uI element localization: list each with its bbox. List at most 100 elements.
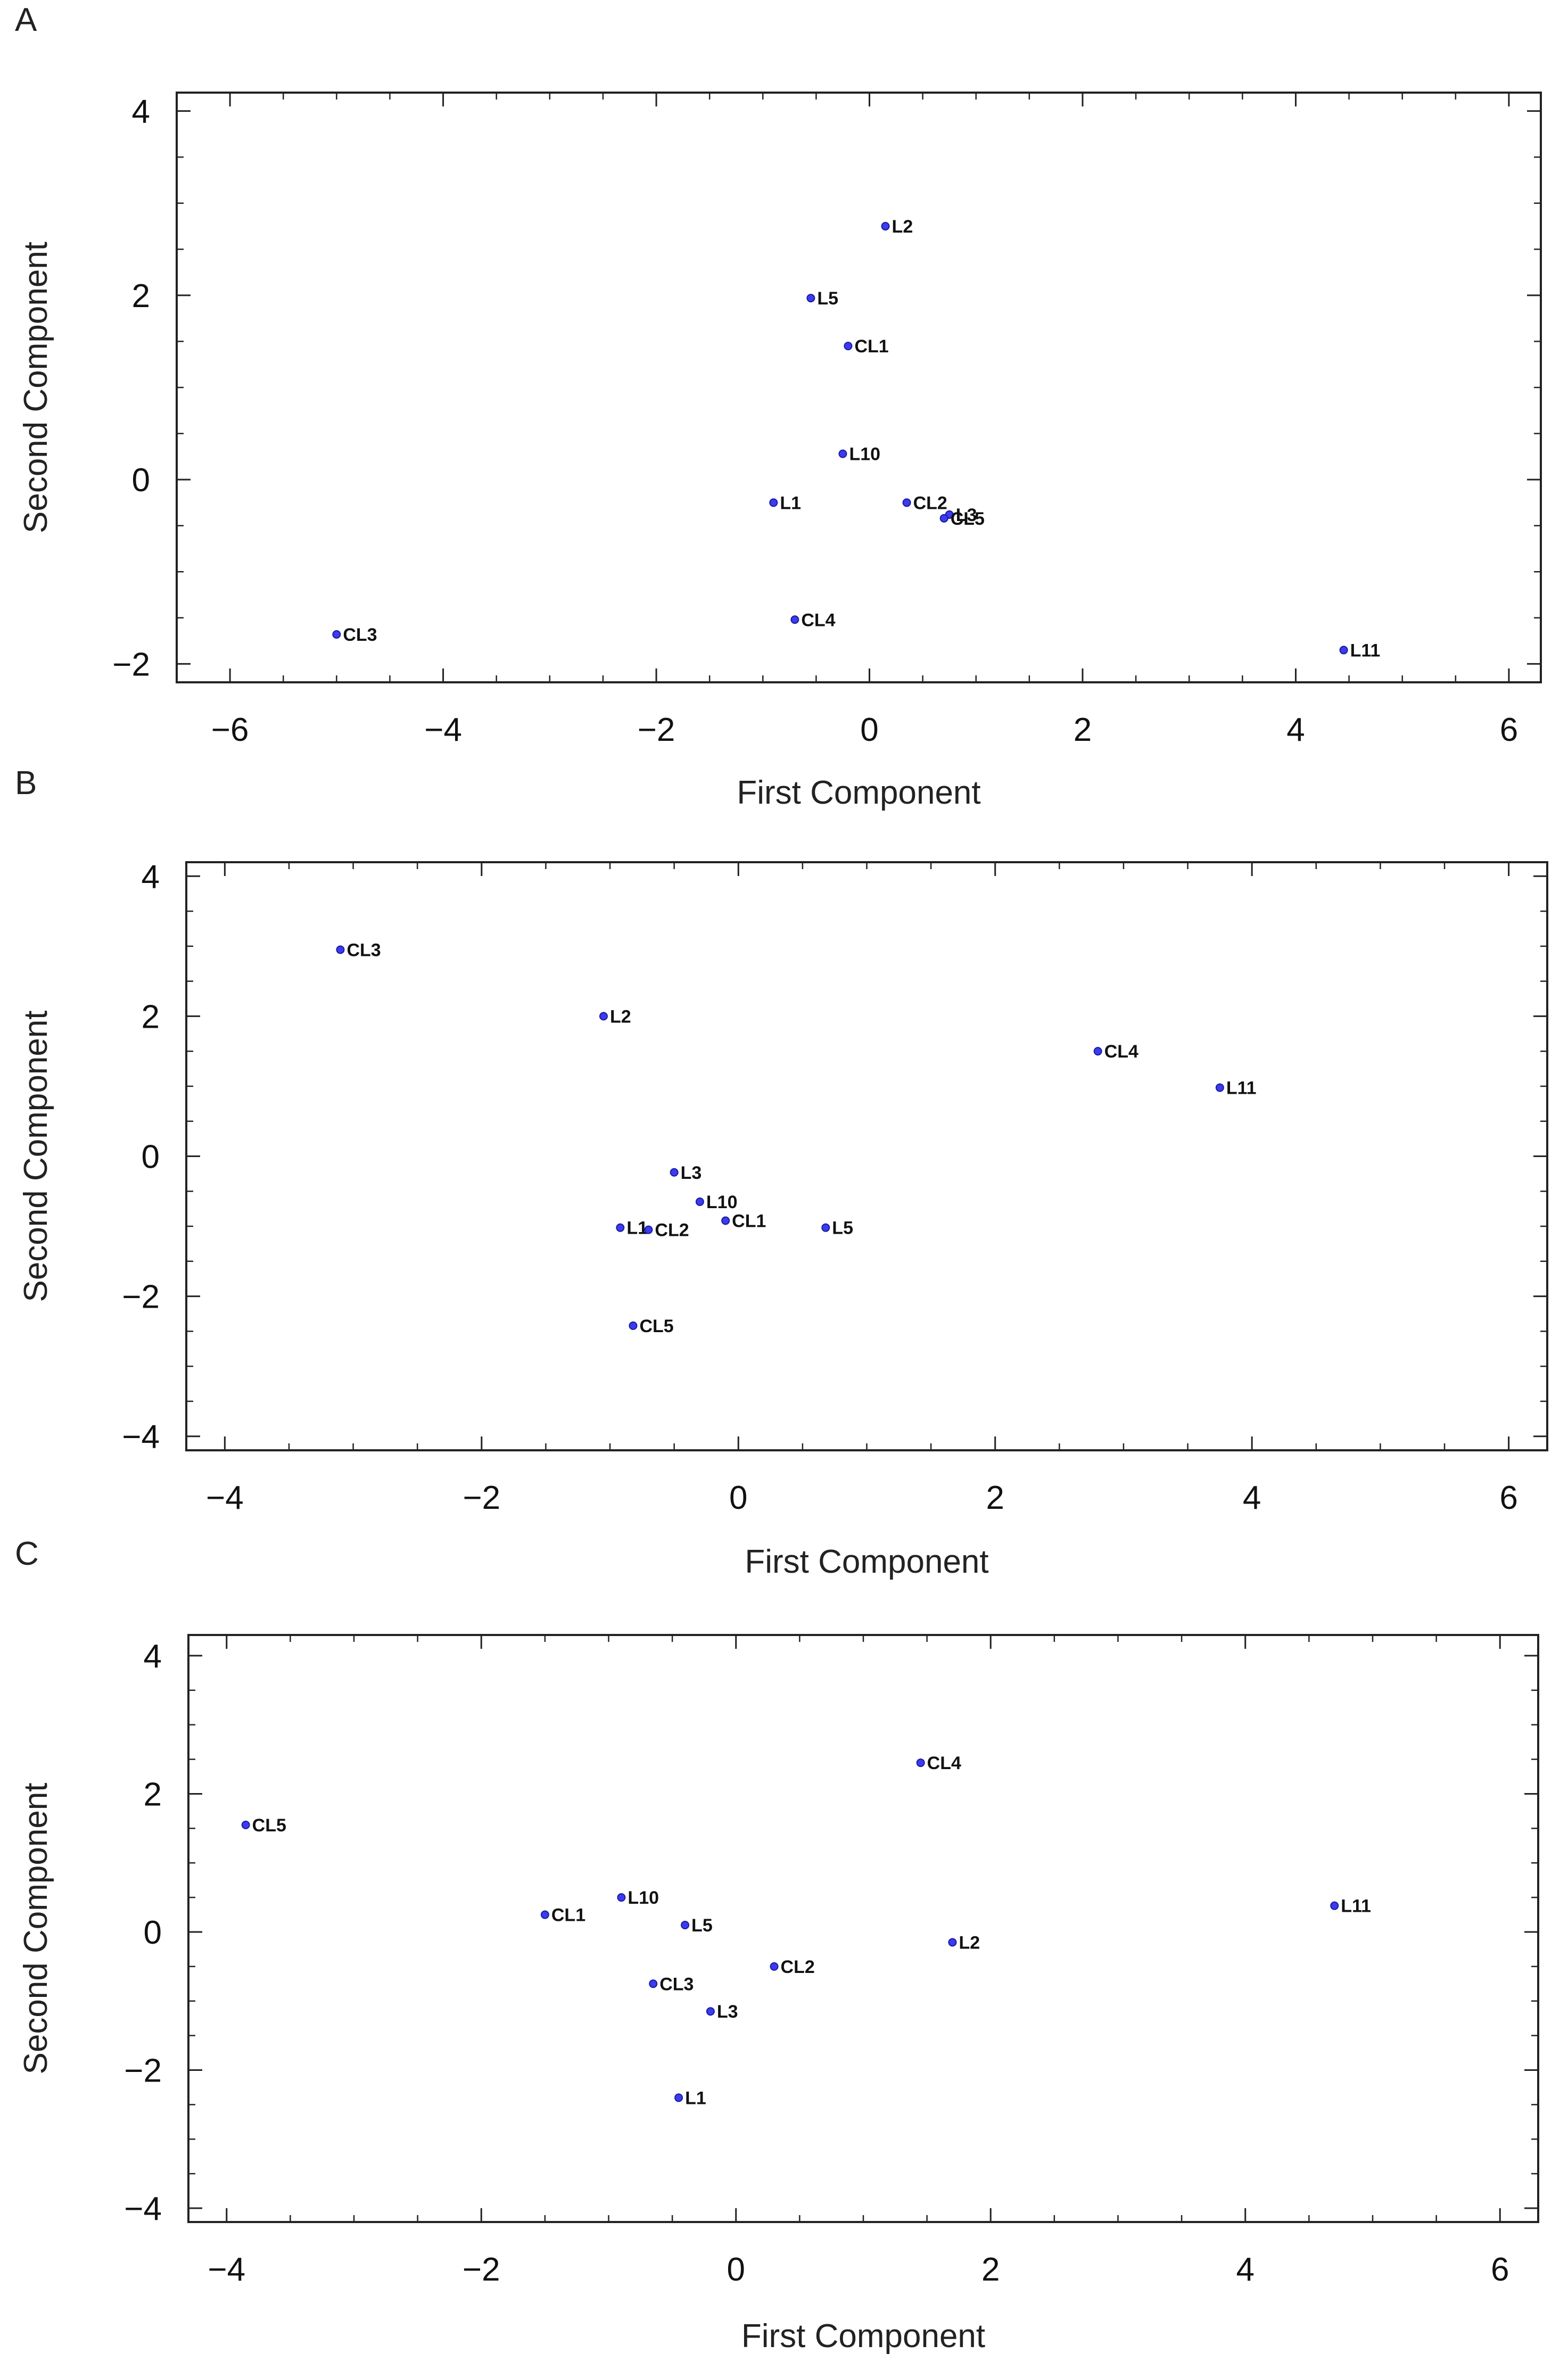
data-point bbox=[1215, 1083, 1224, 1092]
data-point-label: CL4 bbox=[927, 1753, 961, 1773]
data-point-label: CL3 bbox=[659, 1974, 694, 1994]
x-axis-title: First Component bbox=[745, 1543, 988, 1580]
y-tick-label: −2 bbox=[122, 1279, 160, 1316]
data-point-label: L1 bbox=[780, 493, 801, 513]
data-point-label: L2 bbox=[610, 1006, 631, 1027]
data-point bbox=[770, 1962, 779, 1971]
data-point bbox=[821, 1223, 830, 1232]
x-tick-label: −2 bbox=[638, 712, 675, 748]
data-point bbox=[806, 294, 815, 303]
x-tick-label: −2 bbox=[463, 1480, 500, 1516]
x-tick-label: 2 bbox=[1074, 712, 1092, 748]
data-point-label: CL2 bbox=[781, 1957, 815, 1977]
data-point bbox=[1330, 1901, 1339, 1910]
data-point bbox=[1339, 646, 1348, 655]
data-point bbox=[674, 2093, 683, 2102]
plot-frame bbox=[176, 92, 1542, 683]
panel-b: B −4 −2 0 2 4 6 −4 −2 0 2 4 First Component Second Co… bbox=[15, 765, 1548, 1580]
x-tick-label: 0 bbox=[727, 2251, 745, 2288]
data-point bbox=[616, 1223, 625, 1232]
data-point bbox=[599, 1012, 608, 1021]
data-point-label: L11 bbox=[1341, 1896, 1371, 1917]
data-point-label: CL5 bbox=[252, 1815, 286, 1836]
x-tick-label: −4 bbox=[206, 1480, 244, 1516]
x-tick-label: 4 bbox=[1236, 2251, 1254, 2288]
data-point-label: L11 bbox=[1350, 640, 1381, 660]
x-tick-label: 6 bbox=[1491, 2251, 1509, 2288]
data-point bbox=[916, 1758, 925, 1768]
data-point-label: CL1 bbox=[551, 1905, 585, 1926]
y-tick-label: 4 bbox=[142, 858, 160, 895]
y-axis-title: Second Component bbox=[18, 242, 54, 533]
y-tick-label: −4 bbox=[122, 1419, 160, 1456]
data-point bbox=[617, 1893, 626, 1902]
y-tick-label: −4 bbox=[124, 2191, 162, 2227]
data-point-label: CL5 bbox=[951, 509, 985, 529]
y-axis-title: Second Component bbox=[18, 1010, 54, 1302]
data-point-label: L11 bbox=[1226, 1078, 1257, 1099]
data-point-label: L3 bbox=[717, 2002, 738, 2022]
panel-letter: B bbox=[15, 765, 37, 802]
plot-frame bbox=[185, 861, 1548, 1451]
y-tick-label: 0 bbox=[142, 1139, 160, 1176]
data-point bbox=[629, 1321, 638, 1330]
data-point-label: L1 bbox=[685, 2088, 706, 2108]
y-tick-label: 0 bbox=[144, 1914, 162, 1951]
data-point-label: CL5 bbox=[639, 1316, 673, 1336]
y-tick-label: −2 bbox=[124, 2053, 162, 2090]
data-point bbox=[838, 449, 847, 458]
data-point-label: CL1 bbox=[732, 1211, 766, 1232]
data-point bbox=[336, 945, 345, 954]
y-tick-label: 0 bbox=[132, 462, 150, 499]
x-tick-label: 0 bbox=[729, 1480, 747, 1516]
y-tick-label: 2 bbox=[144, 1776, 162, 1813]
data-point-label: CL4 bbox=[801, 610, 835, 630]
x-tick-label: 4 bbox=[1243, 1480, 1261, 1516]
panel-letter: A bbox=[15, 2, 37, 38]
data-point bbox=[540, 1910, 549, 1919]
x-axis-title: First Component bbox=[737, 774, 980, 811]
data-point bbox=[948, 1938, 957, 1947]
data-point-label: L1 bbox=[626, 1218, 648, 1238]
data-point bbox=[844, 342, 853, 351]
data-point bbox=[681, 1921, 690, 1930]
y-tick-label: 4 bbox=[132, 94, 150, 130]
y-tick-label: 2 bbox=[142, 998, 160, 1035]
x-tick-label: −4 bbox=[424, 712, 462, 748]
x-tick-label: −6 bbox=[211, 712, 249, 748]
data-point bbox=[881, 222, 890, 231]
data-point-label: L5 bbox=[817, 288, 838, 309]
data-point bbox=[721, 1216, 730, 1225]
data-point bbox=[939, 514, 948, 523]
data-point bbox=[649, 1979, 658, 1988]
plot-frame bbox=[187, 1634, 1539, 2223]
x-tick-label: 6 bbox=[1500, 712, 1518, 748]
y-tick-label: 4 bbox=[144, 1638, 162, 1675]
data-point bbox=[1093, 1047, 1102, 1056]
data-point-label: L2 bbox=[959, 1932, 980, 1953]
data-point bbox=[790, 615, 799, 624]
panel-a: A −6 −4 −2 0 2 4 6 −2 0 2 4 First Component Second Co… bbox=[15, 2, 1542, 811]
data-point-label: L10 bbox=[628, 1888, 659, 1908]
panel-letter: C bbox=[15, 1535, 39, 1572]
data-point-label: CL3 bbox=[346, 940, 381, 960]
data-point-label: L10 bbox=[706, 1192, 738, 1212]
x-tick-label: 4 bbox=[1286, 712, 1305, 748]
data-point-label: CL3 bbox=[343, 625, 377, 645]
data-point bbox=[332, 630, 341, 639]
data-point-label: CL1 bbox=[854, 336, 888, 357]
data-point bbox=[695, 1197, 704, 1207]
x-tick-label: −4 bbox=[208, 2251, 245, 2288]
x-axis-title: First Component bbox=[741, 2318, 985, 2355]
y-axis-title: Second Component bbox=[18, 1782, 54, 2074]
data-point-label: L5 bbox=[691, 1915, 713, 1936]
y-tick-label: 2 bbox=[132, 278, 150, 315]
x-tick-label: −2 bbox=[463, 2251, 500, 2288]
data-point bbox=[241, 1820, 250, 1829]
x-tick-label: 6 bbox=[1499, 1480, 1517, 1516]
y-tick-label: −2 bbox=[112, 646, 150, 683]
data-point-label: L3 bbox=[956, 505, 977, 525]
data-point bbox=[670, 1168, 679, 1177]
data-point-label: CL2 bbox=[913, 493, 947, 513]
